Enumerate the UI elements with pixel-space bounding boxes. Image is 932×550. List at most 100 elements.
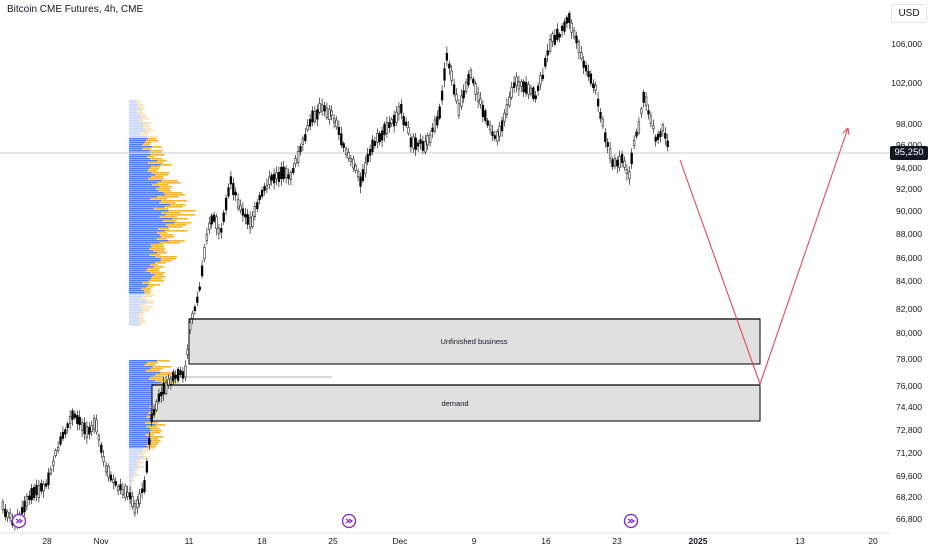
volume-bar: [129, 418, 153, 420]
volume-bar: [129, 156, 148, 158]
volume-bar: [129, 434, 146, 436]
candle-body: [436, 116, 439, 126]
volume-bar: [165, 224, 187, 226]
candle-body: [349, 158, 353, 162]
candle-body: [265, 184, 269, 190]
candle-body: [174, 374, 177, 379]
volume-bar: [129, 144, 143, 146]
candle-body: [457, 103, 461, 116]
candle-body: [390, 119, 393, 124]
event-marker-icon[interactable]: [623, 513, 639, 529]
volume-bar: [129, 320, 140, 322]
volume-bar: [163, 192, 183, 194]
projection-path[interactable]: [679, 127, 850, 386]
candle-body: [505, 104, 509, 115]
candle-body: [143, 480, 146, 492]
time-axis[interactable]: 28 Nov 11 18 25 Dec 9 16 23 2025 13 20: [0, 532, 890, 546]
candle-body: [426, 135, 429, 146]
candle-body: [200, 265, 204, 277]
candle-body: [335, 119, 338, 128]
candle-body: [167, 378, 170, 386]
volume-bar: [129, 318, 140, 320]
candle-body: [306, 125, 309, 130]
candle-body: [630, 152, 633, 165]
volume-bar: [161, 200, 188, 202]
volume-bar: [150, 272, 166, 274]
volume-bar: [154, 380, 175, 382]
price-label: 102,000: [891, 78, 922, 88]
candle-body: [299, 146, 302, 153]
volume-bar: [172, 218, 188, 220]
volume-bar: [131, 478, 134, 480]
candle-body: [59, 436, 62, 445]
event-marker-icon[interactable]: [11, 513, 27, 529]
volume-bar: [129, 168, 150, 170]
volume-bar: [159, 242, 181, 244]
candle-body: [433, 119, 437, 132]
volume-bar: [150, 430, 162, 432]
volume-bar: [156, 238, 167, 240]
volume-bar: [129, 208, 154, 210]
volume-bar: [140, 114, 147, 116]
volume-bar: [131, 484, 132, 486]
candle-body: [397, 106, 401, 115]
volume-bar: [143, 128, 152, 130]
volume-bar: [129, 132, 140, 134]
volume-bar: [129, 102, 137, 104]
volume-bar: [168, 240, 185, 242]
candle-body: [212, 214, 216, 222]
unfinished-business-zone[interactable]: [188, 318, 761, 365]
currency-button[interactable]: USD: [891, 4, 927, 23]
price-label: 82,000: [896, 304, 922, 314]
candle-body: [431, 127, 434, 132]
volume-bar: [129, 284, 149, 286]
volume-bar: [129, 394, 166, 396]
candle-body: [61, 432, 65, 439]
event-markers[interactable]: [11, 513, 639, 529]
candle-body: [340, 133, 343, 146]
volume-bar: [129, 206, 165, 208]
candle-body: [6, 511, 9, 518]
volume-bar: [135, 474, 140, 476]
projection-line[interactable]: [679, 127, 849, 386]
volume-bar: [148, 162, 163, 164]
candle-body: [263, 186, 266, 192]
volume-bar: [129, 378, 150, 380]
candle-body: [666, 140, 669, 148]
demand-zone[interactable]: [151, 384, 761, 422]
candle-body: [133, 503, 137, 514]
candle-body: [234, 191, 237, 196]
candle-body: [656, 133, 660, 140]
candle-body: [270, 174, 273, 181]
candle-body: [644, 96, 648, 106]
volume-bar: [159, 216, 178, 218]
volume-bar: [140, 322, 146, 324]
volume-bar: [129, 436, 151, 438]
volume-bar: [138, 120, 144, 122]
candle-body: [164, 382, 168, 394]
candle-body: [90, 425, 93, 433]
candle-body: [289, 172, 293, 180]
volume-bar: [149, 248, 166, 250]
time-label: 28: [42, 536, 52, 546]
price-label: 74,400: [896, 402, 922, 412]
volume-bar: [148, 178, 164, 180]
candle-body: [107, 466, 110, 478]
time-label: 25: [328, 536, 338, 546]
volume-bar: [130, 508, 132, 510]
volume-bar: [129, 298, 140, 300]
volume-bar: [161, 212, 181, 214]
volume-bar: [129, 130, 147, 132]
time-label: 16: [541, 536, 551, 546]
price-label: 88,000: [896, 229, 922, 239]
candle-body: [625, 169, 629, 174]
event-marker-icon[interactable]: [341, 513, 357, 529]
volume-bar: [131, 476, 135, 478]
volume-bar: [129, 472, 135, 474]
volume-bar: [138, 324, 143, 326]
candle-body: [575, 35, 578, 44]
price-axis[interactable]: 106,000 102,000 98,000 96,000 94,000 92,…: [891, 39, 922, 524]
price-label: 90,000: [896, 206, 922, 216]
candle-body: [469, 69, 473, 79]
